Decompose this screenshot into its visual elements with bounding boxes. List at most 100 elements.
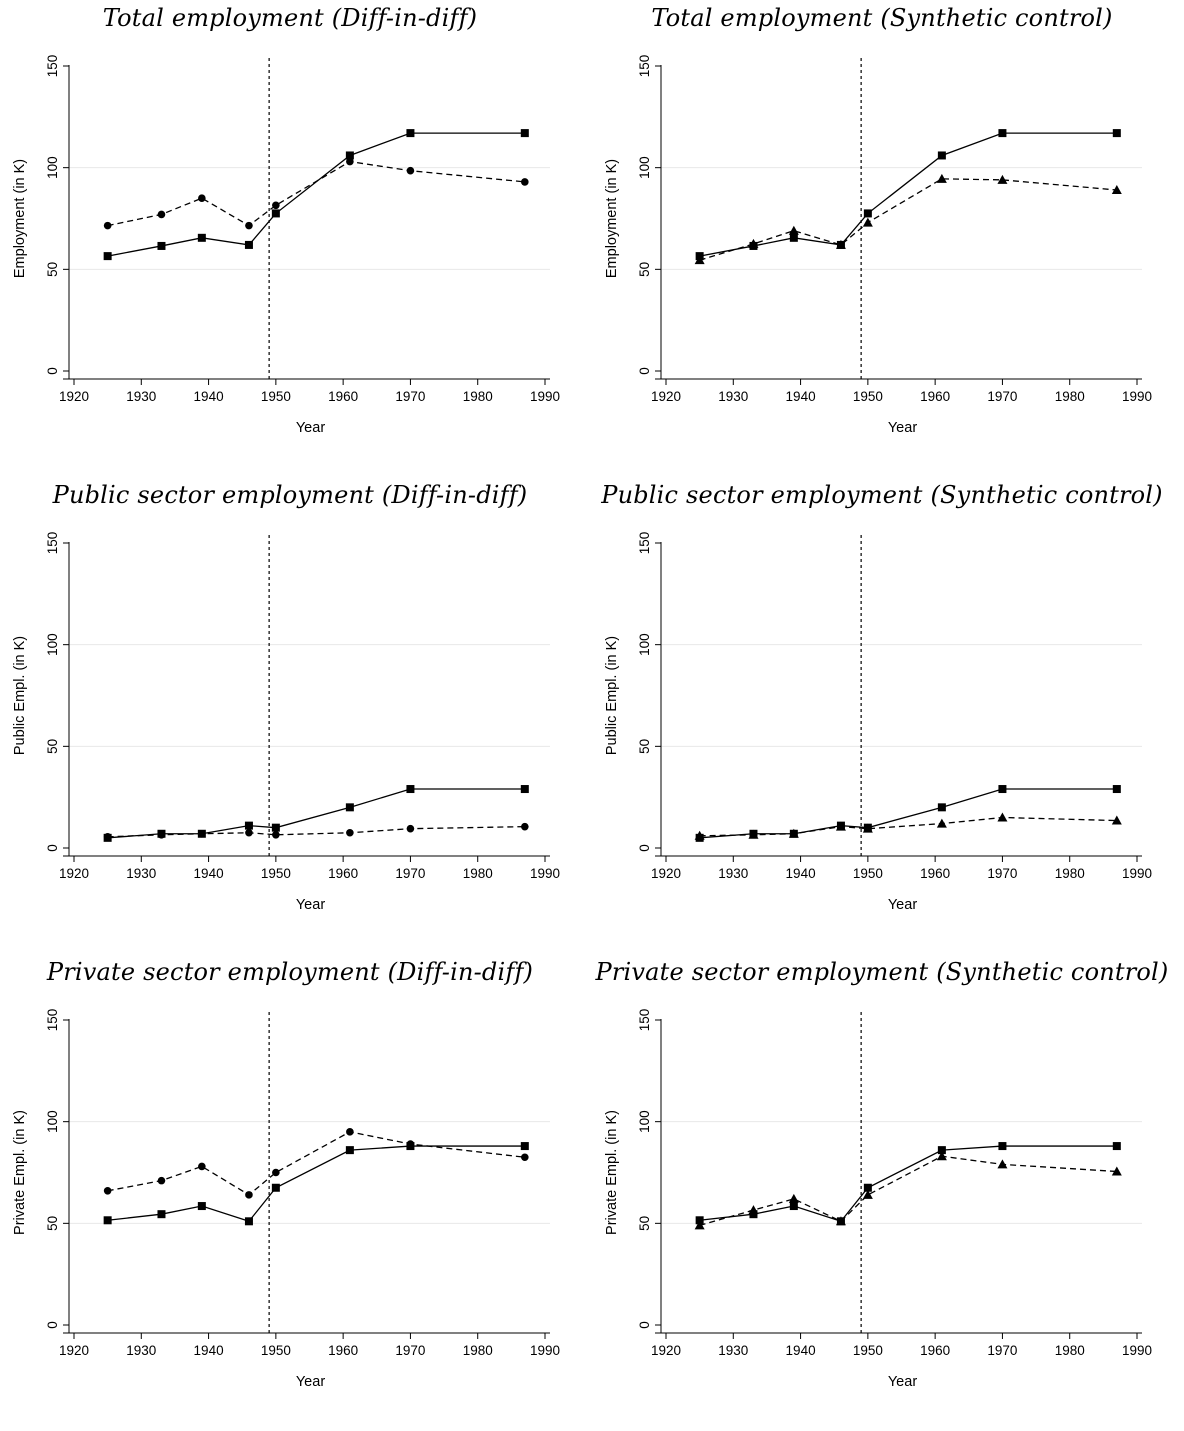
data-point-square <box>937 803 946 812</box>
data-point-circle <box>272 830 280 839</box>
y-tick-label: 100 <box>45 156 60 179</box>
data-point-square <box>998 1142 1007 1151</box>
x-tick-label: 1960 <box>920 1343 950 1358</box>
x-tick-label: 1980 <box>463 866 493 881</box>
y-tick-label: 0 <box>637 844 652 852</box>
data-point-square <box>345 1146 354 1155</box>
x-axis-title: Year <box>296 1374 325 1390</box>
data-point-square <box>244 240 253 249</box>
data-point-triangle <box>694 830 705 840</box>
data-point-circle <box>346 157 354 166</box>
y-tick-label: 0 <box>637 1321 652 1329</box>
data-point-triangle <box>1111 1166 1122 1176</box>
data-point-square <box>244 1217 253 1226</box>
x-tick-label: 1980 <box>1055 1343 1085 1358</box>
x-tick-label: 1920 <box>651 866 681 881</box>
x-tick-label: 1980 <box>1055 389 1085 404</box>
data-point-square <box>998 129 1007 138</box>
data-point-triangle <box>862 823 873 833</box>
series-line-solid <box>107 788 525 839</box>
series-line-solid <box>107 132 525 257</box>
data-point-square <box>244 821 253 830</box>
data-point-square <box>1112 1142 1121 1151</box>
data-point-circle <box>406 1140 415 1148</box>
data-point-circle <box>406 166 415 175</box>
x-tick-label: 1980 <box>463 389 493 404</box>
data-point-square <box>197 1202 206 1211</box>
data-point-square <box>406 785 415 794</box>
data-point-square <box>271 209 280 218</box>
data-point-circle <box>198 1162 206 1171</box>
series-line-dashed <box>699 1155 1117 1226</box>
chart-plot: 0 50 100 150 1920 1930 1940 1950 1960 1970 1980 199… <box>604 532 1152 913</box>
y-tick-label: 100 <box>45 1110 60 1133</box>
x-tick-label: 1970 <box>987 866 1017 881</box>
data-point-circle <box>157 210 166 219</box>
y-axis-title: Employment (in K) <box>604 159 620 278</box>
y-tick-label: 0 <box>45 844 60 852</box>
data-point-triangle <box>862 1189 873 1199</box>
chart-panel-total-did: Total employment (Diff-in-diff) 0 50 100 15… <box>0 0 592 477</box>
x-tick-label: 1980 <box>1055 866 1085 881</box>
x-tick-label: 1960 <box>328 866 358 881</box>
data-point-square <box>1112 785 1121 794</box>
chart-title: Public sector employment (Diff-in-diff) <box>52 481 528 509</box>
y-tick-label: 150 <box>45 1009 60 1032</box>
data-point-square <box>937 1146 946 1155</box>
data-point-circle <box>521 822 529 831</box>
x-tick-label: 1950 <box>853 389 883 404</box>
figure: Total employment (Diff-in-diff) 0 50 100 15… <box>0 0 1184 1390</box>
data-point-square <box>520 1142 529 1151</box>
series-line-dashed <box>107 1131 525 1196</box>
x-tick-label: 1970 <box>395 1343 425 1358</box>
x-tick-label: 1930 <box>126 866 156 881</box>
chart-title: Public sector employment (Synthetic cont… <box>601 481 1163 509</box>
chart-panel-public-synth: Public sector employment (Synthetic cont… <box>592 477 1184 954</box>
chart-panel-total-synth: Total employment (Synthetic control) 0 50… <box>592 0 1184 477</box>
chart-plot: 0 50 100 150 1920 1930 1940 1950 1960 1970 1980 199… <box>604 1009 1152 1390</box>
data-point-square <box>1112 129 1121 138</box>
x-tick-label: 1970 <box>395 389 425 404</box>
series-line-dashed <box>699 816 1117 837</box>
y-axis-title: Public Empl. (in K) <box>12 636 28 755</box>
y-tick-label: 100 <box>637 633 652 656</box>
y-tick-label: 50 <box>45 262 60 277</box>
x-tick-label: 1990 <box>1122 866 1152 881</box>
data-point-triangle <box>835 239 846 249</box>
x-tick-label: 1920 <box>59 866 89 881</box>
series-line-solid <box>699 788 1117 839</box>
chart-plot: 0 50 100 150 1920 1930 1940 1950 1960 1970 1980 199… <box>12 532 560 913</box>
x-tick-label: 1940 <box>786 1343 816 1358</box>
x-tick-label: 1930 <box>718 866 748 881</box>
y-tick-label: 100 <box>637 1110 652 1133</box>
data-point-triangle <box>936 1151 947 1161</box>
x-tick-label: 1950 <box>853 1343 883 1358</box>
data-point-triangle <box>862 217 873 227</box>
x-tick-label: 1960 <box>920 389 950 404</box>
data-point-square <box>345 803 354 812</box>
x-tick-label: 1940 <box>194 866 224 881</box>
y-tick-label: 150 <box>45 532 60 555</box>
x-tick-label: 1950 <box>261 866 291 881</box>
data-point-circle <box>521 1153 529 1162</box>
data-point-square <box>157 241 166 250</box>
data-point-square <box>157 1210 166 1219</box>
x-tick-label: 1940 <box>786 866 816 881</box>
y-tick-label: 50 <box>637 1216 652 1231</box>
data-point-square <box>103 252 112 261</box>
data-point-circle <box>245 221 253 230</box>
x-tick-label: 1950 <box>261 389 291 404</box>
y-tick-label: 100 <box>45 633 60 656</box>
y-tick-label: 50 <box>637 739 652 754</box>
data-point-circle <box>346 1128 354 1136</box>
y-tick-label: 150 <box>637 532 652 555</box>
data-point-triangle <box>788 828 799 838</box>
x-tick-label: 1930 <box>718 1343 748 1358</box>
chart-title: Private sector employment (Synthetic con… <box>595 958 1169 986</box>
x-tick-label: 1960 <box>328 389 358 404</box>
x-tick-label: 1960 <box>328 1343 358 1358</box>
data-point-circle <box>103 221 112 230</box>
y-tick-label: 50 <box>45 739 60 754</box>
data-point-square <box>271 1183 280 1192</box>
y-axis-title: Employment (in K) <box>12 159 28 278</box>
